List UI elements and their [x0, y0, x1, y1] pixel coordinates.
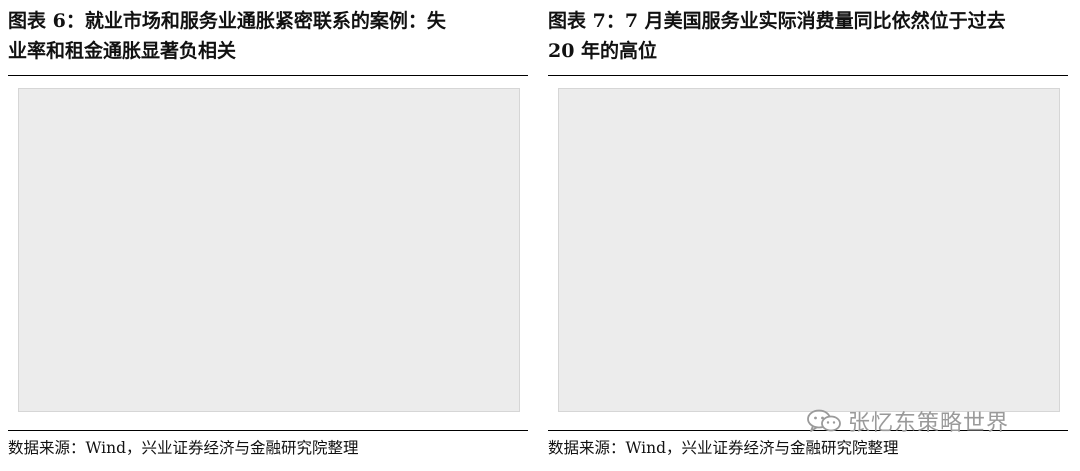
right-bottom-rule: [548, 430, 1068, 431]
left-top-rule: [8, 75, 528, 76]
right-figure-panel: 图表 7：7 月美国服务业实际消费量同比依然位于过去 20 年的高位 数据来源：…: [548, 0, 1068, 471]
right-source-note: 数据来源：Wind，兴业证券经济与金融研究院整理: [548, 439, 899, 457]
left-figure-panel: 图表 6：就业市场和服务业通胀紧密联系的案例：失 业率和租金通胀显著负相关 数据…: [8, 0, 528, 471]
right-title-line-2: 20 年的高位: [548, 40, 658, 62]
left-source-note: 数据来源：Wind，兴业证券经济与金融研究院整理: [8, 439, 359, 457]
watermark-text: 张忆东策略世界: [848, 411, 1010, 436]
left-title-line-2: 业率和租金通胀显著负相关: [8, 40, 237, 62]
right-title-line-1: 图表 7：7 月美国服务业实际消费量同比依然位于过去: [548, 10, 1006, 32]
wechat-icon: [807, 409, 841, 432]
left-figure-title: 图表 6：就业市场和服务业通胀紧密联系的案例：失 业率和租金通胀显著负相关: [8, 6, 528, 66]
right-top-rule: [548, 75, 1068, 76]
right-chart-placeholder: [558, 88, 1060, 412]
left-bottom-rule: [8, 430, 528, 431]
right-figure-title: 图表 7：7 月美国服务业实际消费量同比依然位于过去 20 年的高位: [548, 6, 1068, 66]
watermark: 张忆东策略世界: [806, 404, 1009, 438]
left-title-line-1: 图表 6：就业市场和服务业通胀紧密联系的案例：失: [8, 10, 446, 32]
left-chart-placeholder: [18, 88, 520, 412]
